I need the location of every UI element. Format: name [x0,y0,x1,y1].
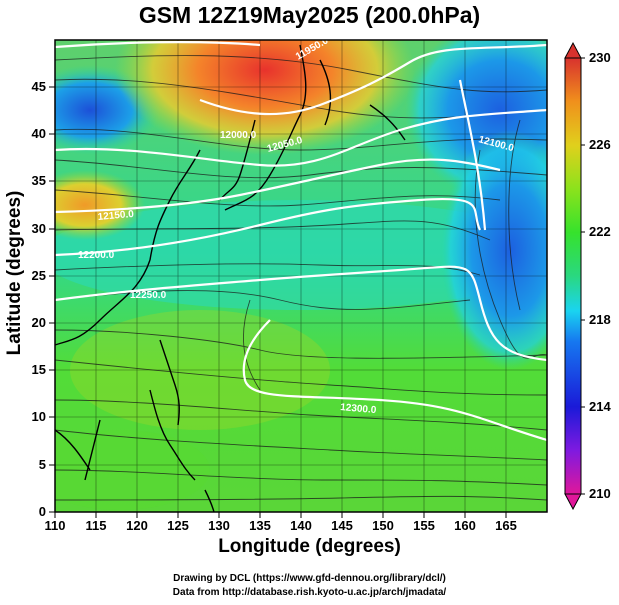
lat-tick-label: 15 [32,362,46,377]
lon-tick-label: 135 [249,518,271,533]
lon-tick-label: 110 [45,518,66,533]
colorbar-tick-label: 226 [589,137,611,152]
credit-data-source[interactable]: Data from http://database.rish.kyoto-u.a… [172,587,447,598]
lat-tick-label: 25 [32,268,46,283]
colorbar-bottom-arrow [564,493,582,511]
lat-lon-grid [55,40,547,512]
lon-tick-label: 120 [126,518,148,533]
map-title: GSM 12Z19May2025 (200.0hPa) [138,2,481,28]
lon-tick-label: 145 [331,518,353,533]
lon-tick-label: 165 [495,518,517,533]
credit-drawing[interactable]: Drawing by DCL (https://www.gfd-dennou.o… [173,573,446,584]
coastlines [55,44,406,512]
lon-tick-label: 125 [167,518,189,533]
colorbar-tick-label: 230 [589,50,611,65]
colorbar-tick-label: 222 [589,224,611,239]
x-axis-label: Longitude (degrees) [218,536,401,557]
contour-label: 12300.0 [340,402,377,416]
axis-ticks [49,86,507,518]
colorbar-tick-label: 214 [589,399,611,414]
lat-tick-label: 40 [32,126,46,141]
contour-label: 12250.0 [130,290,167,301]
contour-label: 12000.0 [220,130,257,141]
lon-tick-label: 140 [290,518,312,533]
lon-tick-label: 115 [86,518,107,533]
lon-tick-label: 160 [454,518,476,533]
lat-tick-label: 35 [32,173,46,188]
colorbar-top-arrow [564,41,582,59]
lat-tick-labels: 0 5 10 15 20 25 30 35 40 45 [32,79,46,519]
colorbar-tick-label: 210 [589,486,611,501]
lat-tick-label: 0 [39,504,46,519]
lat-tick-label: 30 [32,221,46,236]
lat-tick-label: 5 [39,457,46,472]
height-contours [55,41,547,442]
lat-tick-label: 20 [32,315,46,330]
lat-tick-label: 10 [32,409,46,424]
colorbar-tick-label: 218 [589,312,611,327]
lon-tick-label: 155 [413,518,435,533]
lon-tick-labels: 110 115 120 125 130 135 140 145 150 155 … [45,518,517,533]
y-axis-label: Latitude (degrees) [4,190,25,356]
contour-label: 12200.0 [78,250,115,261]
lon-tick-label: 130 [208,518,230,533]
colorbar-scale [564,57,582,495]
lon-tick-label: 150 [372,518,394,533]
lat-tick-label: 45 [32,79,46,94]
contour-label: 12150.0 [97,209,134,223]
colorbar: 210 214 218 222 226 230 [564,41,611,511]
